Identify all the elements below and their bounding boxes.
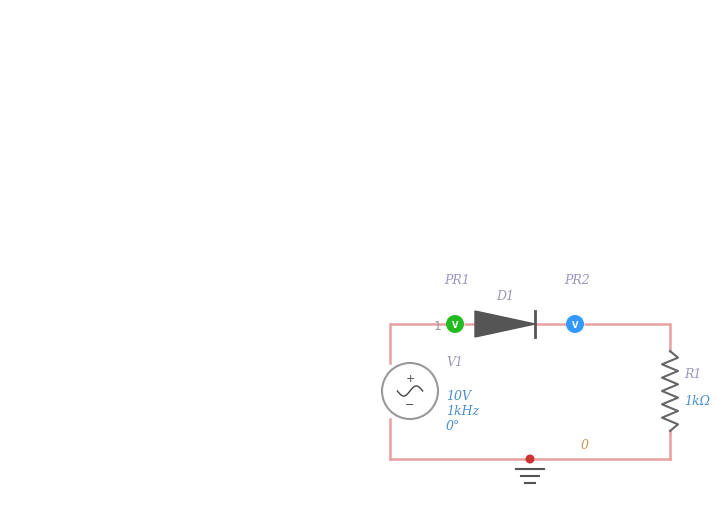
Text: 1kHz: 1kHz: [446, 405, 479, 418]
Text: −: −: [405, 399, 414, 409]
Text: PR2: PR2: [564, 273, 590, 287]
Circle shape: [382, 363, 438, 419]
Text: R1: R1: [684, 367, 701, 380]
Text: V: V: [572, 320, 578, 329]
Text: V: V: [452, 320, 458, 329]
Circle shape: [526, 455, 534, 464]
Text: 10V: 10V: [446, 390, 471, 403]
Text: +: +: [405, 374, 414, 384]
Polygon shape: [475, 312, 535, 337]
Text: 0°: 0°: [446, 420, 460, 433]
Text: D1: D1: [496, 290, 514, 302]
Circle shape: [566, 316, 584, 333]
Text: V1: V1: [446, 355, 463, 368]
Text: 1kΩ: 1kΩ: [684, 394, 710, 408]
Text: 1: 1: [434, 320, 442, 333]
Text: 0: 0: [581, 438, 589, 451]
Text: PR1: PR1: [444, 273, 470, 287]
Circle shape: [446, 316, 464, 333]
